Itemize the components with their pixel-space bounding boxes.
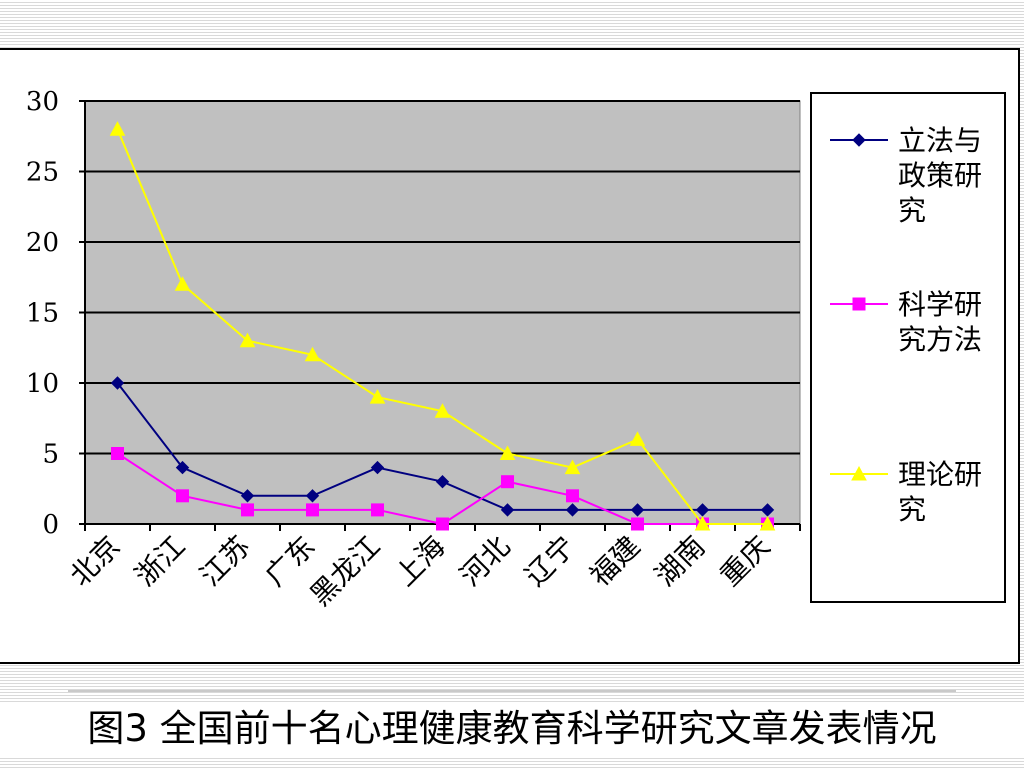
data-point-diamond — [695, 503, 710, 517]
legend-label-line: 政策研 — [898, 159, 982, 192]
y-tick-label: 15 — [26, 299, 59, 329]
x-tick-label: 江苏 — [194, 530, 257, 593]
data-point-triangle — [564, 459, 581, 475]
legend-box — [810, 92, 1006, 603]
data-point-square — [852, 297, 866, 311]
data-point-triangle — [759, 515, 776, 531]
data-point-triangle — [434, 403, 451, 418]
data-point-diamond — [565, 503, 580, 517]
data-point-diamond — [852, 133, 866, 147]
x-tick-label: 黑龙江 — [304, 530, 387, 613]
data-point-square — [111, 447, 124, 460]
legend-label-line: 究 — [898, 493, 926, 526]
data-point-diamond — [305, 489, 320, 503]
data-point-square — [241, 503, 254, 517]
data-point-diamond — [500, 503, 515, 517]
data-point-square — [436, 517, 449, 531]
data-point-triangle — [851, 465, 867, 481]
data-point-triangle — [369, 389, 386, 404]
data-point-diamond — [110, 376, 125, 390]
legend-label-line: 科学研 — [898, 288, 982, 321]
x-tick-label: 上海 — [389, 530, 452, 593]
legend-label-line: 究方法 — [898, 323, 982, 356]
y-tick-label: 30 — [26, 87, 59, 117]
data-point-diamond — [175, 460, 190, 475]
data-point-square — [566, 489, 579, 503]
series-3 — [109, 121, 776, 531]
y-tick-label: 25 — [26, 158, 59, 188]
y-tick-label: 5 — [42, 440, 59, 470]
data-point-triangle — [174, 276, 191, 291]
data-point-triangle — [304, 346, 321, 362]
x-tick-label: 重庆 — [714, 530, 777, 593]
x-tick-label: 福建 — [584, 530, 647, 593]
data-point-square — [371, 503, 384, 517]
data-point-diamond — [435, 474, 450, 489]
data-point-square — [306, 503, 319, 517]
x-tick-label: 辽宁 — [519, 530, 582, 593]
data-point-diamond — [370, 460, 385, 475]
data-point-triangle — [694, 515, 711, 531]
x-tick-label: 河北 — [454, 530, 517, 593]
caption-divider — [68, 690, 956, 692]
legend-label-line: 立法与 — [898, 124, 982, 157]
legend-label-line: 究 — [898, 194, 926, 227]
y-tick-label: 10 — [26, 369, 59, 399]
data-point-square — [631, 517, 644, 531]
data-point-diamond — [240, 489, 255, 503]
y-tick-label: 0 — [42, 510, 59, 540]
data-point-triangle — [499, 445, 516, 460]
series-1 — [110, 376, 775, 517]
x-tick-label: 湖南 — [649, 530, 712, 593]
data-point-square — [176, 489, 189, 503]
data-point-triangle — [239, 332, 256, 348]
figure-caption: 图3 全国前十名心理健康教育科学研究文章发表情况 — [0, 702, 1024, 756]
data-point-triangle — [109, 121, 126, 136]
data-point-diamond — [630, 503, 645, 517]
x-tick-label: 浙江 — [129, 530, 192, 593]
x-tick-label: 北京 — [64, 530, 127, 593]
chart-frame: 0 5 10 15 20 25 30 北京 浙江 江苏 广东 黑龙江 上海 河北 辽宁 福建 湖南 重庆 立法与 政策… — [0, 48, 1020, 664]
data-point-diamond — [760, 503, 775, 517]
data-point-triangle — [629, 431, 646, 446]
data-point-square — [501, 475, 514, 489]
y-tick-label: 20 — [26, 228, 59, 258]
legend-label-line: 理论研 — [898, 458, 982, 491]
